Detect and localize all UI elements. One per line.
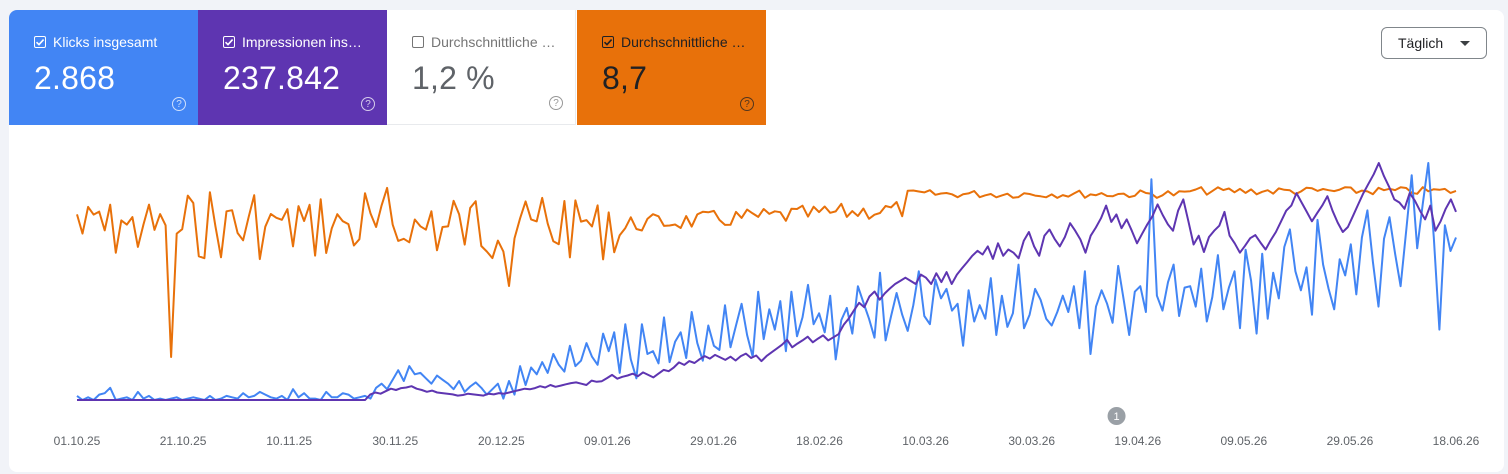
x-tick-label: 09.01.26 <box>584 434 631 448</box>
x-tick-label: 09.05.26 <box>1220 434 1267 448</box>
metric-value: 237.842 <box>223 60 341 96</box>
metric-card-ctr[interactable]: Durchschnittliche … 1,2 % ? <box>387 10 576 125</box>
x-tick-label: 21.10.25 <box>160 434 207 448</box>
help-icon[interactable]: ? <box>172 97 186 111</box>
granularity-dropdown[interactable]: Täglich <box>1381 27 1487 59</box>
x-tick-label: 30.11.25 <box>372 434 418 448</box>
checkbox-unchecked-icon[interactable] <box>412 36 424 48</box>
performance-panel: Klicks insgesamt 2.868 ? Impressionen in… <box>9 10 1504 472</box>
metric-value: 1,2 % <box>412 60 495 96</box>
series-line-impressions <box>77 162 1457 401</box>
x-tick-label: 10.11.25 <box>266 434 312 448</box>
metric-head: Durchschnittliche … <box>412 34 575 50</box>
x-tick-label: 18.02.26 <box>796 434 843 448</box>
series-line-position <box>76 186 1457 358</box>
x-tick-label: 29.01.26 <box>690 434 737 448</box>
x-tick-label: 29.05.26 <box>1327 434 1374 448</box>
help-icon[interactable]: ? <box>361 97 375 111</box>
help-icon[interactable]: ? <box>549 96 563 110</box>
metric-label: Durchschnittliche … <box>621 34 746 50</box>
metric-head: Durchschnittliche … <box>602 34 766 50</box>
annotation-marker[interactable]: 1 <box>1107 407 1126 425</box>
x-tick-label: 10.03.26 <box>902 434 949 448</box>
metric-card-position[interactable]: Durchschnittliche … 8,7 ? <box>577 10 766 125</box>
series-line-clicks <box>76 162 1457 401</box>
metric-label: Klicks insgesamt <box>53 34 158 50</box>
metric-card-impressions[interactable]: Impressionen ins… 237.842 ? <box>198 10 387 125</box>
checkbox-checked-icon[interactable] <box>34 36 46 48</box>
checkbox-checked-icon[interactable] <box>223 36 235 48</box>
x-tick-label: 18.06.26 <box>1433 434 1480 448</box>
metric-head: Impressionen ins… <box>223 34 387 50</box>
x-tick-label: 19.04.26 <box>1114 434 1161 448</box>
metric-value: 2.868 <box>34 60 116 96</box>
metric-card-clicks[interactable]: Klicks insgesamt 2.868 ? <box>9 10 198 125</box>
caret-down-icon <box>1460 41 1470 46</box>
checkbox-checked-icon[interactable] <box>602 36 614 48</box>
metric-head: Klicks insgesamt <box>34 34 198 50</box>
metric-value: 8,7 <box>602 60 648 96</box>
metric-label: Impressionen ins… <box>242 34 362 50</box>
dropdown-label: Täglich <box>1398 35 1444 51</box>
help-icon[interactable]: ? <box>740 97 754 111</box>
annotation-label: 1 <box>1113 411 1119 423</box>
x-tick-label: 01.10.25 <box>54 434 101 448</box>
metric-label: Durchschnittliche … <box>431 34 556 50</box>
x-tick-label: 20.12.25 <box>478 434 525 448</box>
x-tick-label: 30.03.26 <box>1008 434 1055 448</box>
